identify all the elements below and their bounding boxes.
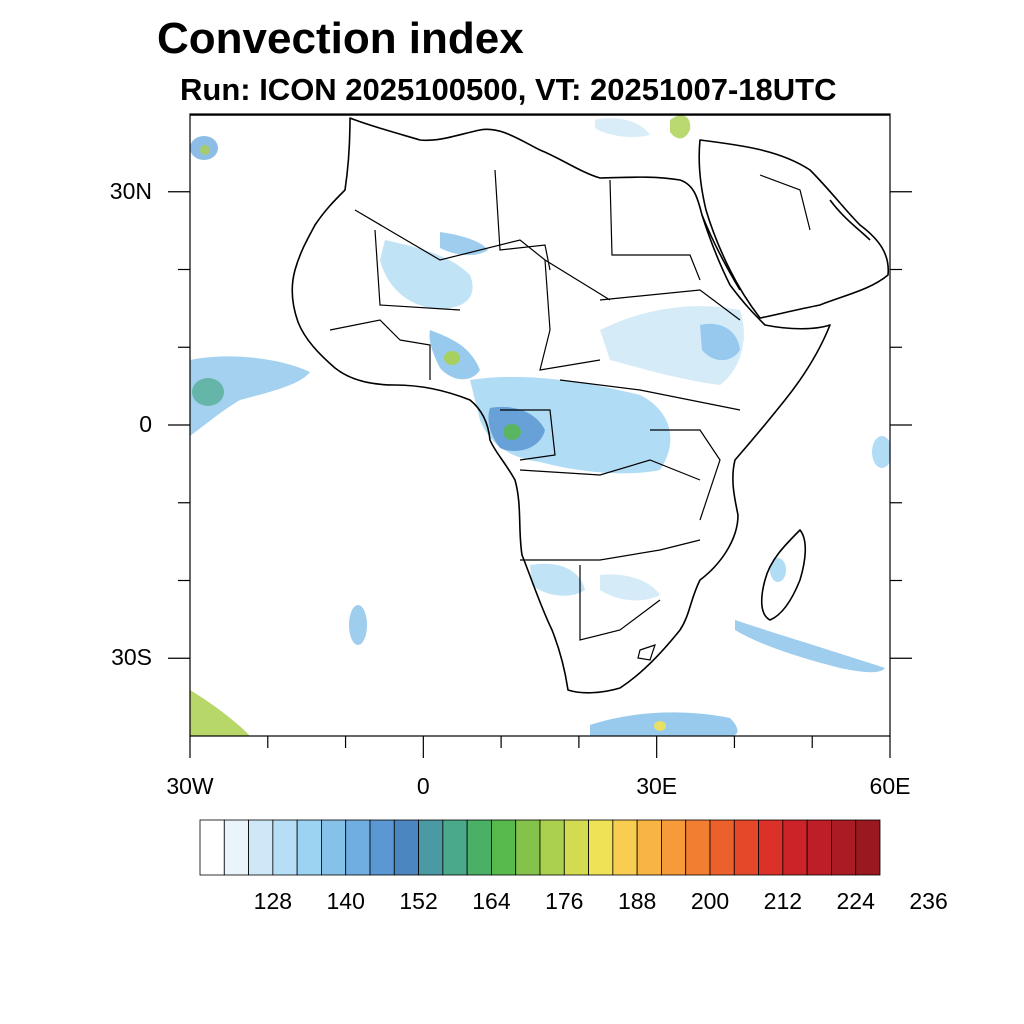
colorbar-swatch [612, 819, 638, 876]
border-line [500, 409, 556, 461]
convection-area-madagascar-east [735, 620, 885, 673]
border-line [519, 459, 701, 481]
colorbar-label: 140 [326, 888, 365, 914]
lon-tick-label: 30W [166, 773, 214, 799]
convection-area-madagascar [770, 558, 786, 582]
red-sea-coast [701, 214, 741, 291]
colorbar-label: 128 [253, 888, 293, 914]
colorbar-swatch [588, 819, 614, 876]
country-borders [329, 169, 811, 661]
colorbar-swatch [418, 819, 444, 876]
convection-area-angola [530, 563, 585, 596]
colorbar-swatch [466, 819, 492, 876]
chart-title: Convection index [157, 14, 524, 63]
convection-area-sw-corner [190, 690, 250, 736]
border-line [494, 169, 551, 271]
colorbar-swatch [758, 819, 784, 876]
border-line [520, 539, 701, 561]
lon-tick-label: 60E [869, 773, 911, 799]
colorbar-swatch [709, 819, 735, 876]
convection-area-mediterranean [670, 115, 691, 139]
border-line [539, 259, 601, 371]
border-line [759, 174, 811, 231]
border-line [599, 289, 741, 321]
border-line [579, 565, 661, 641]
convection-area-atlantic [190, 356, 310, 436]
colorbar-label: 188 [617, 888, 657, 914]
convection-area-sahel [380, 240, 473, 309]
convection-area-ethiopia-core [700, 323, 740, 361]
convection-field [190, 115, 890, 736]
convection-area-greece [595, 118, 650, 138]
border-line [650, 429, 721, 521]
colorbar-swatch [199, 819, 225, 876]
colorbar-swatch [539, 819, 565, 876]
border-line [374, 229, 461, 311]
colorbar-swatch [321, 819, 347, 876]
colorbar-swatch [782, 819, 808, 876]
colorbar-swatch [733, 819, 759, 876]
colorbar-swatch [661, 819, 687, 876]
chart-subtitle: Run: ICON 2025100500, VT: 20251007-18UTC [180, 72, 837, 107]
convection-area-east-edge [872, 436, 890, 468]
convection-area-botswana [600, 574, 660, 601]
lat-tick-label: 30N [109, 177, 152, 204]
colorbar-label: 176 [545, 888, 584, 914]
lat-tick-label: 30S [111, 644, 152, 671]
colorbar-label: 164 [472, 888, 511, 914]
africa-coastline [291, 117, 831, 694]
colorbar-swatch [491, 819, 517, 876]
colorbar-swatch [272, 819, 298, 876]
colorbar-swatch [393, 819, 419, 876]
colorbar-swatch [369, 819, 395, 876]
colorbar-label: 224 [836, 888, 875, 914]
colorbar-swatch [223, 819, 249, 876]
convection-area-chad [440, 232, 488, 256]
colorbar-swatch [296, 819, 322, 876]
convection-core-nw-atlantic [200, 145, 210, 155]
border-line [354, 209, 611, 301]
border-line [399, 339, 431, 380]
arabia-coastline [698, 139, 889, 319]
border-line [609, 179, 701, 281]
border-line [637, 644, 656, 661]
colorbar-swatch [442, 819, 468, 876]
colorbar-swatch [345, 819, 371, 876]
coastlines [190, 114, 890, 694]
persian-gulf-coast [829, 199, 871, 241]
colorbar-swatch [831, 819, 857, 876]
colorbar-swatch [563, 819, 589, 876]
colorbar-label: 236 [909, 888, 948, 914]
convection-core-atlantic [192, 378, 224, 406]
convection-core-southern-ocean [654, 721, 666, 731]
colorbar-label: 152 [399, 888, 438, 914]
colorbar-swatch [685, 819, 711, 876]
lon-tick-label: 0 [416, 773, 430, 799]
convection-area-st-helena [349, 605, 367, 645]
convection-core-gabon [503, 424, 521, 440]
colorbar-label: 200 [690, 888, 730, 914]
colorbar-swatch [806, 819, 832, 876]
colorbar [199, 819, 881, 876]
colorbar-label: 212 [763, 888, 803, 914]
border-line [329, 319, 401, 341]
colorbar-swatch [636, 819, 662, 876]
lon-tick-label: 30E [636, 773, 678, 799]
border-line [559, 379, 741, 411]
lat-tick-label: 0 [139, 411, 152, 437]
colorbar-swatch [248, 819, 274, 876]
map-ticks [168, 191, 912, 758]
colorbar-swatch [855, 819, 881, 876]
colorbar-swatch [515, 819, 541, 876]
convection-core-nigeria [444, 351, 460, 365]
madagascar-coastline [760, 529, 807, 621]
